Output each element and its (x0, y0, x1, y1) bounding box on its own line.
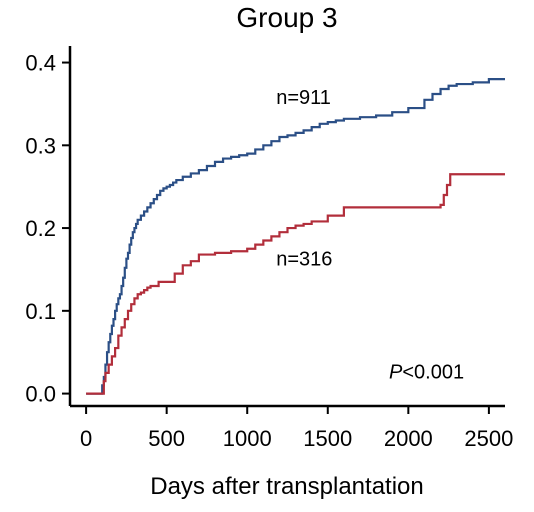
y-ticks: 0.0 0.1 0.2 0.3 0.4 (25, 51, 70, 407)
annotation-p-value: <0.001 (402, 362, 464, 384)
y-tick-label: 0.3 (25, 133, 56, 158)
x-axis-label: Days after transplantation (150, 473, 423, 500)
x-tick-label: 1000 (223, 426, 272, 451)
annotation-3: P<0.001 (389, 362, 464, 384)
y-tick-label: 0.1 (25, 299, 56, 324)
annotation-2: n=316 (276, 248, 332, 270)
x-tick-label: 2500 (464, 426, 513, 451)
y-tick-label: 0.0 (25, 382, 56, 407)
y-tick-label: 0.2 (25, 216, 56, 241)
series-line-1 (86, 78, 505, 395)
series-group (86, 78, 505, 395)
annotation-1: n=911 (276, 87, 331, 109)
series-line-2 (86, 173, 505, 395)
chart-title: Group 3 (236, 2, 337, 33)
annotation-p-symbol: P (389, 362, 403, 384)
x-tick-label: 0 (80, 426, 92, 451)
x-tick-label: 1500 (303, 426, 352, 451)
x-ticks: 0 500 1000 1500 2000 2500 (80, 406, 513, 451)
annotations: n=911 n=316 P<0.001 (276, 87, 464, 384)
axes (68, 46, 505, 408)
x-tick-label: 2000 (384, 426, 433, 451)
y-tick-label: 0.4 (25, 51, 56, 76)
x-tick-label: 500 (148, 426, 185, 451)
